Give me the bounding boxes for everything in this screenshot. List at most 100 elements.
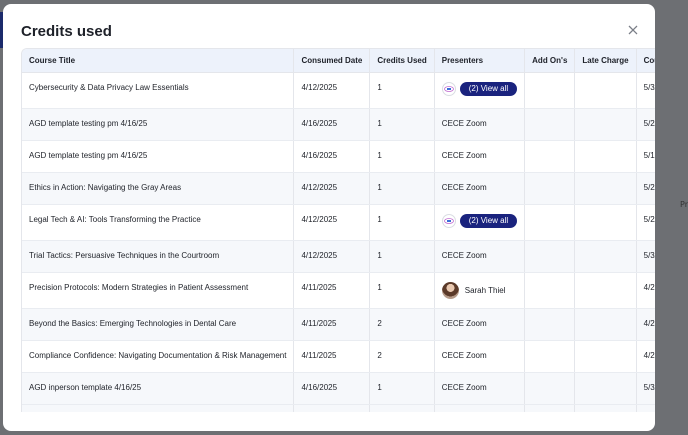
empty-cell	[434, 404, 526, 412]
add-ons-cell	[524, 172, 576, 205]
empty-cell	[369, 404, 435, 412]
table-row[interactable]: Cybersecurity & Data Privacy Law Essenti…	[22, 72, 655, 109]
course-date-cell: 4/26/2025	[636, 340, 655, 373]
late-charge-cell	[574, 340, 637, 373]
course-date-cell: 5/2/2025	[636, 172, 655, 205]
presenter-person[interactable]: Sarah Thiel	[441, 281, 517, 299]
late-charge-cell	[574, 108, 637, 141]
course-date-cell: 5/3/2025	[636, 72, 655, 109]
course-title-cell: Cybersecurity & Data Privacy Law Essenti…	[22, 72, 295, 109]
add-ons-cell	[524, 272, 576, 309]
consumed-date-cell: 4/12/2025	[293, 204, 371, 241]
presenter-logo-avatar	[441, 81, 456, 96]
column-header: Course Title	[22, 49, 295, 73]
background-accent-bar	[0, 12, 3, 48]
table-row[interactable]: Compliance Confidence: Navigating Docume…	[22, 340, 655, 373]
table-row[interactable]: Legal Tech & AI: Tools Transforming the …	[22, 204, 655, 241]
course-title-cell: AGD template testing pm 4/16/25	[22, 108, 295, 141]
course-date-cell: 5/3/2025	[636, 372, 655, 405]
late-charge-cell	[574, 308, 637, 341]
presenter-logo-avatar	[441, 213, 456, 228]
view-all-presenters-button[interactable]: (2) View all	[459, 213, 518, 228]
column-header: Add On's	[524, 49, 576, 73]
empty-cell	[524, 404, 576, 412]
late-charge-cell	[574, 240, 637, 273]
consumed-date-cell: 4/11/2025	[293, 272, 371, 309]
presenter-group: (2) View all	[441, 81, 518, 96]
column-header: Late Charge	[574, 49, 637, 73]
column-header: Credits Used	[369, 49, 435, 73]
table-row-partial	[22, 404, 655, 412]
course-title-cell: Compliance Confidence: Navigating Docume…	[22, 340, 295, 373]
table-header-row: Course Title Consumed Date Credits Used Pre…	[22, 49, 655, 73]
credits-used-cell: 1	[369, 172, 435, 205]
course-title-cell: Legal Tech & AI: Tools Transforming the …	[22, 204, 295, 241]
credits-used-cell: 1	[369, 140, 435, 173]
course-title-cell: Ethics in Action: Navigating the Gray Ar…	[22, 172, 295, 205]
table-row[interactable]: Precision Protocols: Modern Strategies i…	[22, 272, 655, 309]
add-ons-cell	[524, 372, 576, 405]
course-date-cell: 4/25/2025	[636, 272, 655, 309]
column-header: Presenters	[434, 49, 526, 73]
credits-used-cell: 1	[369, 372, 435, 405]
view-all-presenters-button[interactable]: (2) View all	[459, 81, 518, 96]
course-title-cell: AGD template testing pm 4/16/25	[22, 140, 295, 173]
presenters-cell: CECE Zoom	[434, 240, 526, 273]
credits-used-cell: 1	[369, 272, 435, 309]
table-row[interactable]: AGD inperson template 4/16/25 4/16/2025 1 C…	[22, 372, 655, 405]
presenters-cell: (2) View all	[434, 204, 526, 241]
presenters-cell: CECE Zoom	[434, 108, 526, 141]
consumed-date-cell: 4/16/2025	[293, 140, 371, 173]
add-ons-cell	[524, 240, 576, 273]
add-ons-cell	[524, 108, 576, 141]
late-charge-cell	[574, 372, 637, 405]
course-date-cell: 5/2/2025	[636, 108, 655, 141]
course-date-cell: 5/2/2025	[636, 204, 655, 241]
column-header: Course Date	[636, 49, 655, 73]
add-ons-cell	[524, 204, 576, 241]
table-row[interactable]: AGD template testing pm 4/16/25 4/16/2025…	[22, 108, 655, 141]
empty-cell	[636, 404, 655, 412]
add-ons-cell	[524, 140, 576, 173]
presenter-name: Sarah Thiel	[464, 285, 506, 295]
course-date-cell: 5/3/2025	[636, 240, 655, 273]
late-charge-cell	[574, 204, 637, 241]
consumed-date-cell: 4/11/2025	[293, 308, 371, 341]
course-title-cell: AGD inperson template 4/16/25	[22, 372, 295, 405]
table-row[interactable]: Beyond the Basics: Emerging Technologies…	[22, 308, 655, 341]
presenters-cell: Sarah Thiel	[434, 272, 526, 309]
empty-cell	[22, 404, 295, 412]
table-row[interactable]: Trial Tactics: Persuasive Techniques in …	[22, 240, 655, 273]
empty-cell	[293, 404, 371, 412]
background-page-fragment: Pr	[680, 200, 688, 209]
consumed-date-cell: 4/12/2025	[293, 240, 371, 273]
presenters-cell: CECE Zoom	[434, 308, 526, 341]
table-row[interactable]: AGD template testing pm 4/16/25 4/16/2025…	[22, 140, 655, 173]
add-ons-cell	[524, 340, 576, 373]
presenters-cell: CECE Zoom	[434, 140, 526, 173]
credits-used-modal: Credits used Course Title Consumed Date Cr…	[3, 4, 655, 431]
course-title-cell: Beyond the Basics: Emerging Technologies…	[22, 308, 295, 341]
column-header: Consumed Date	[293, 49, 371, 73]
presenters-cell: CECE Zoom	[434, 372, 526, 405]
consumed-date-cell: 4/11/2025	[293, 340, 371, 373]
consumed-date-cell: 4/16/2025	[293, 108, 371, 141]
credits-used-cell: 1	[369, 240, 435, 273]
consumed-date-cell: 4/12/2025	[293, 72, 371, 109]
add-ons-cell	[524, 72, 576, 109]
credits-used-cell: 1	[369, 72, 435, 109]
modal-title: Credits used	[21, 23, 112, 40]
presenters-cell: CECE Zoom	[434, 172, 526, 205]
credits-used-cell: 1	[369, 108, 435, 141]
course-date-cell: 5/10/2025	[636, 140, 655, 173]
presenter-group: (2) View all	[441, 213, 518, 228]
credits-table-container[interactable]: Course Title Consumed Date Credits Used Pre…	[21, 48, 655, 412]
close-icon[interactable]	[625, 23, 641, 39]
table-row[interactable]: Ethics in Action: Navigating the Gray Ar…	[22, 172, 655, 205]
course-date-cell: 4/25/2025	[636, 308, 655, 341]
credits-used-cell: 2	[369, 308, 435, 341]
add-ons-cell	[524, 308, 576, 341]
late-charge-cell	[574, 140, 637, 173]
consumed-date-cell: 4/16/2025	[293, 372, 371, 405]
late-charge-cell	[574, 72, 637, 109]
